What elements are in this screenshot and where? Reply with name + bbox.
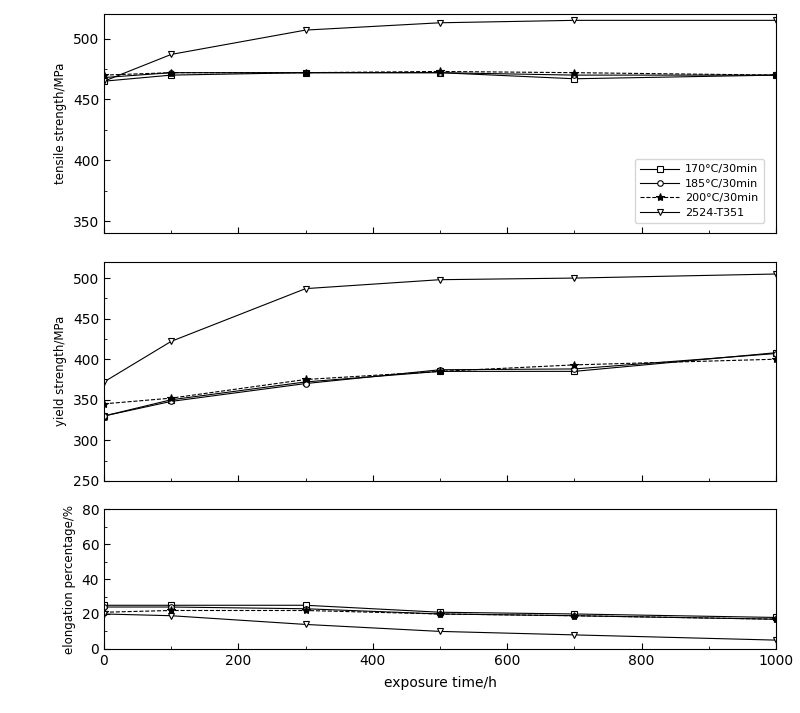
Y-axis label: yield strength/MPa: yield strength/MPa [54,317,67,426]
Y-axis label: tensile strength/MPa: tensile strength/MPa [54,63,67,185]
X-axis label: exposure time/h: exposure time/h [383,676,497,690]
Legend: 170°C/30min, 185°C/30min, 200°C/30min, 2524-T351: 170°C/30min, 185°C/30min, 200°C/30min, 2… [635,159,764,223]
Y-axis label: elongation percentage/%: elongation percentage/% [63,505,76,654]
